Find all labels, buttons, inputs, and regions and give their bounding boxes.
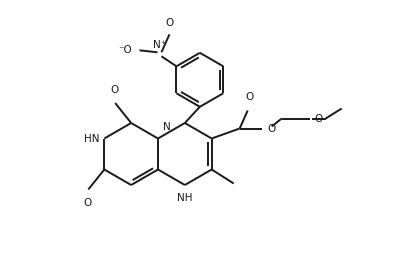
Text: O: O	[245, 91, 254, 102]
Text: O: O	[268, 124, 276, 133]
Text: ⁻O: ⁻O	[119, 45, 132, 55]
Text: NH: NH	[177, 193, 193, 203]
Text: O: O	[83, 198, 91, 207]
Text: O: O	[165, 18, 174, 28]
Text: N⁺: N⁺	[153, 40, 166, 50]
Text: N: N	[163, 121, 171, 132]
Text: HN: HN	[84, 133, 99, 143]
Text: O: O	[314, 114, 323, 124]
Text: O: O	[110, 85, 118, 95]
